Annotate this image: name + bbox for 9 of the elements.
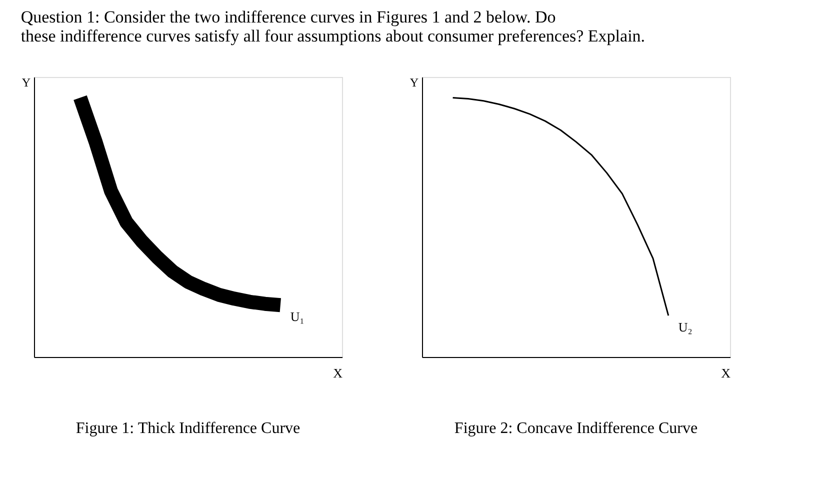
x-axis-title: X [721, 366, 732, 380]
y-axis-title: Y [410, 76, 419, 90]
series-label: U₁ [290, 309, 304, 324]
y-axis-title: Y [22, 76, 31, 90]
text: Question 1: Consider the two indifference curves in Figures 1 and 2 below. Do these indifference curves satisfy all four assumptions about consumer preferences? Explain. [20, 8, 646, 46]
series-label: U₂ [678, 320, 692, 335]
text: Figure 1: Thick Indifference Curve [76, 420, 300, 437]
text: Figure 2: Concave Indifference Curve [454, 420, 698, 437]
x-axis-title: X [333, 366, 344, 380]
